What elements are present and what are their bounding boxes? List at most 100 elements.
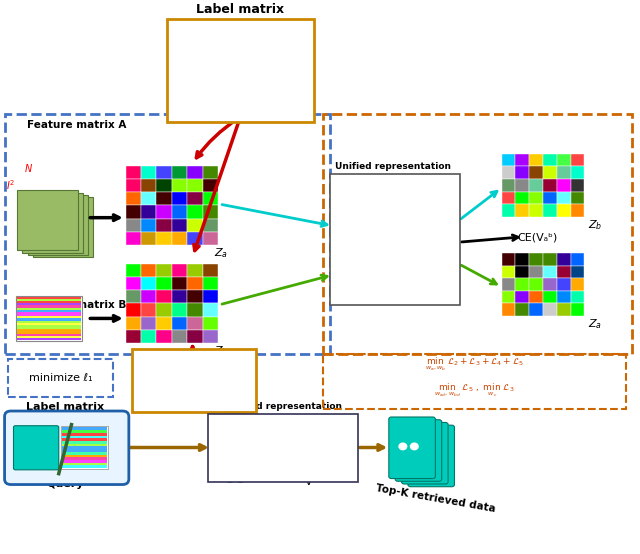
Bar bbox=[17, 323, 81, 325]
Bar bbox=[399, 249, 409, 262]
Bar bbox=[141, 264, 156, 277]
Bar bbox=[295, 452, 308, 461]
Bar bbox=[17, 329, 81, 331]
Bar bbox=[529, 253, 543, 265]
Bar bbox=[515, 166, 529, 179]
Bar bbox=[141, 304, 156, 316]
FancyBboxPatch shape bbox=[13, 425, 59, 470]
Circle shape bbox=[225, 408, 235, 417]
FancyBboxPatch shape bbox=[395, 420, 442, 481]
Bar bbox=[515, 265, 529, 278]
Bar bbox=[295, 420, 308, 430]
Bar bbox=[269, 430, 282, 441]
Bar bbox=[321, 441, 334, 452]
Bar bbox=[502, 166, 515, 179]
Bar bbox=[269, 452, 282, 461]
FancyBboxPatch shape bbox=[61, 426, 108, 469]
Text: Aᵢ: Aᵢ bbox=[35, 472, 44, 482]
Bar bbox=[188, 304, 203, 316]
Bar bbox=[125, 166, 141, 179]
Bar bbox=[17, 325, 81, 327]
FancyBboxPatch shape bbox=[28, 195, 88, 255]
Bar bbox=[203, 192, 218, 206]
Text: Feature matrix B: Feature matrix B bbox=[27, 300, 126, 310]
Bar bbox=[62, 427, 106, 430]
Bar bbox=[502, 253, 515, 265]
Bar bbox=[502, 278, 515, 291]
Bar bbox=[125, 232, 141, 245]
Bar bbox=[419, 224, 428, 237]
Bar bbox=[428, 249, 438, 262]
Bar bbox=[141, 290, 156, 304]
Bar bbox=[17, 296, 81, 299]
Bar bbox=[62, 449, 106, 452]
Text: $\underset{w_{ad},w_{bd}}{\min}\ \mathcal{L}_5\ ,\ \underset{w_c}{\min}\ \mathca: $\underset{w_{ad},w_{bd}}{\min}\ \mathca… bbox=[434, 382, 515, 399]
Bar bbox=[172, 290, 188, 304]
Circle shape bbox=[236, 474, 246, 483]
Bar bbox=[125, 290, 141, 304]
Bar bbox=[141, 232, 156, 245]
Bar bbox=[17, 334, 81, 336]
Bar bbox=[543, 179, 557, 192]
Text: $Z_a$: $Z_a$ bbox=[214, 247, 228, 260]
Bar bbox=[125, 316, 141, 330]
Text: Unified representation: Unified representation bbox=[226, 402, 342, 411]
Bar bbox=[172, 277, 188, 290]
Bar bbox=[557, 303, 571, 316]
FancyBboxPatch shape bbox=[209, 414, 358, 482]
Bar bbox=[269, 441, 282, 452]
Bar bbox=[399, 211, 409, 224]
Bar bbox=[188, 166, 203, 179]
Bar bbox=[156, 316, 172, 330]
Bar bbox=[557, 278, 571, 291]
Bar bbox=[529, 179, 543, 192]
Bar bbox=[308, 452, 321, 461]
Bar bbox=[529, 278, 543, 291]
Bar bbox=[334, 452, 347, 461]
FancyBboxPatch shape bbox=[16, 295, 83, 341]
Bar bbox=[571, 265, 584, 278]
Bar bbox=[203, 316, 218, 330]
Circle shape bbox=[342, 193, 352, 202]
Bar bbox=[141, 277, 156, 290]
Bar bbox=[62, 435, 106, 438]
FancyBboxPatch shape bbox=[167, 19, 314, 122]
Bar bbox=[334, 420, 347, 430]
Bar bbox=[125, 179, 141, 192]
Circle shape bbox=[331, 234, 341, 243]
Bar bbox=[203, 219, 218, 232]
Bar bbox=[529, 265, 543, 278]
Bar bbox=[172, 304, 188, 316]
Circle shape bbox=[364, 203, 374, 212]
Bar bbox=[17, 321, 81, 323]
Bar bbox=[172, 232, 188, 245]
Bar bbox=[515, 204, 529, 217]
Bar bbox=[17, 327, 81, 329]
Text: CE(Vₐᵇ): CE(Vₐᵇ) bbox=[518, 233, 558, 243]
Text: Label matrix: Label matrix bbox=[26, 402, 104, 412]
Bar bbox=[203, 290, 218, 304]
Bar bbox=[156, 232, 172, 245]
Bar bbox=[543, 265, 557, 278]
Bar bbox=[156, 290, 172, 304]
Bar bbox=[571, 303, 584, 316]
FancyBboxPatch shape bbox=[401, 423, 448, 484]
Circle shape bbox=[331, 265, 341, 273]
Bar bbox=[172, 166, 188, 179]
Bar bbox=[62, 452, 106, 455]
Bar bbox=[543, 253, 557, 265]
Circle shape bbox=[399, 443, 406, 450]
Bar bbox=[334, 430, 347, 441]
Bar bbox=[308, 461, 321, 472]
Bar bbox=[203, 330, 218, 343]
Bar bbox=[321, 461, 334, 472]
Circle shape bbox=[246, 441, 256, 450]
Bar bbox=[62, 430, 106, 433]
Bar bbox=[188, 206, 203, 219]
Bar bbox=[188, 219, 203, 232]
Bar bbox=[17, 314, 81, 316]
Bar bbox=[17, 338, 81, 340]
Bar bbox=[409, 249, 419, 262]
Bar bbox=[188, 290, 203, 304]
Bar bbox=[571, 253, 584, 265]
